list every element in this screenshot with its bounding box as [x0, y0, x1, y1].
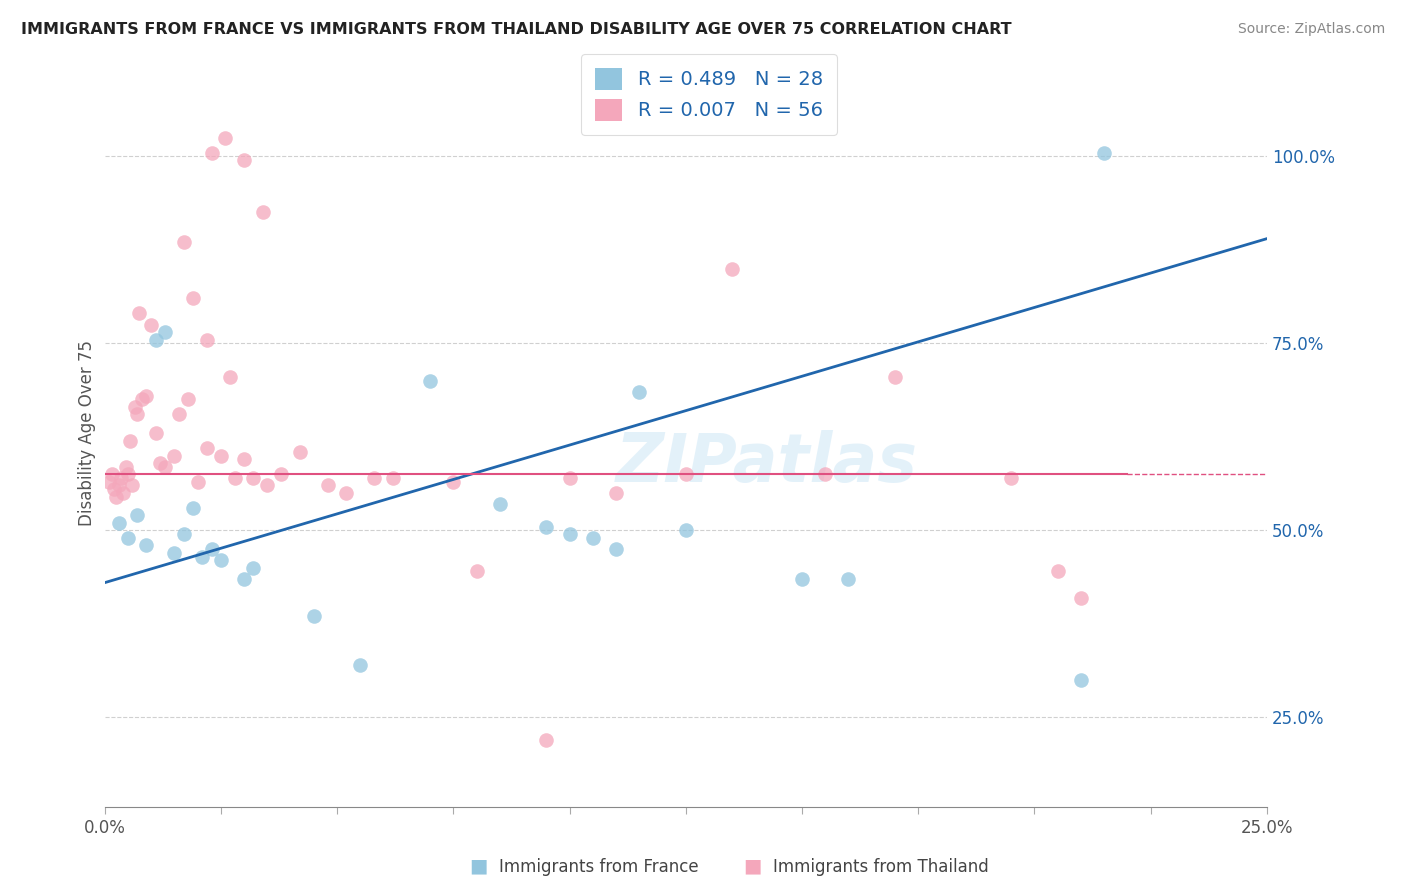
Point: [488, 497, 510, 511]
Text: Source: ZipAtlas.com: Source: ZipAtlas.com: [1237, 22, 1385, 37]
Point: [209, 553, 232, 567]
Point: [536, 732, 558, 747]
Point: [349, 657, 371, 672]
Point: [112, 486, 135, 500]
Point: [187, 475, 209, 489]
Point: [363, 471, 385, 485]
Point: [153, 459, 176, 474]
Point: [605, 486, 627, 500]
Point: [270, 467, 292, 482]
Point: [100, 467, 122, 482]
Point: [675, 524, 697, 538]
Point: [163, 546, 186, 560]
Point: [1046, 565, 1069, 579]
Point: [98, 475, 121, 489]
Point: [110, 471, 132, 485]
Point: [536, 519, 558, 533]
Point: [200, 145, 222, 160]
Point: [335, 486, 357, 500]
Point: [200, 542, 222, 557]
Point: [145, 426, 167, 441]
Point: [837, 572, 859, 586]
Point: [1092, 145, 1115, 160]
Point: [191, 549, 214, 564]
Point: [167, 408, 190, 422]
Point: [173, 527, 195, 541]
Point: [288, 445, 311, 459]
Point: [181, 500, 204, 515]
Point: [884, 370, 907, 384]
Text: ■: ■: [742, 857, 762, 876]
Point: [302, 609, 325, 624]
Point: [441, 475, 464, 489]
Y-axis label: Disability Age Over 75: Disability Age Over 75: [79, 340, 96, 526]
Point: [233, 572, 256, 586]
Point: [675, 467, 697, 482]
Point: [127, 508, 149, 523]
Point: [107, 516, 129, 530]
Point: [224, 471, 246, 485]
Point: [252, 205, 274, 219]
Point: [127, 408, 149, 422]
Point: [117, 467, 139, 482]
Point: [177, 392, 200, 407]
Point: [419, 374, 441, 388]
Point: [135, 538, 157, 552]
Point: [163, 449, 186, 463]
Point: [256, 478, 278, 492]
Point: [233, 153, 256, 168]
Point: [316, 478, 339, 492]
Point: [628, 384, 651, 399]
Point: [128, 306, 150, 320]
Point: [195, 441, 218, 455]
Point: [1070, 591, 1092, 605]
Point: [114, 459, 136, 474]
Point: [465, 565, 488, 579]
Point: [149, 456, 172, 470]
Point: [153, 325, 176, 339]
Point: [790, 572, 813, 586]
Point: [242, 471, 264, 485]
Point: [381, 471, 404, 485]
Point: [135, 389, 157, 403]
Point: [195, 333, 218, 347]
Point: [558, 527, 581, 541]
Point: [181, 292, 204, 306]
Point: [233, 452, 256, 467]
Point: [214, 130, 236, 145]
Point: [131, 392, 153, 407]
Point: [105, 490, 128, 504]
Point: [103, 482, 125, 496]
Point: [814, 467, 837, 482]
Point: [145, 333, 167, 347]
Text: Immigrants from France: Immigrants from France: [499, 858, 699, 876]
Text: ZIPatlas: ZIPatlas: [616, 430, 918, 496]
Point: [1000, 471, 1022, 485]
Point: [219, 370, 242, 384]
Point: [558, 471, 581, 485]
Point: [120, 434, 142, 448]
Point: [107, 478, 129, 492]
Text: IMMIGRANTS FROM FRANCE VS IMMIGRANTS FROM THAILAND DISABILITY AGE OVER 75 CORREL: IMMIGRANTS FROM FRANCE VS IMMIGRANTS FRO…: [21, 22, 1012, 37]
Point: [139, 318, 162, 332]
Point: [242, 560, 264, 574]
Point: [1070, 673, 1092, 687]
Point: [209, 449, 232, 463]
Point: [173, 235, 195, 250]
Point: [117, 531, 139, 545]
Text: ■: ■: [468, 857, 488, 876]
Point: [121, 478, 143, 492]
Point: [605, 542, 627, 557]
Legend: R = 0.489   N = 28, R = 0.007   N = 56: R = 0.489 N = 28, R = 0.007 N = 56: [582, 54, 837, 135]
Point: [124, 400, 146, 414]
Point: [721, 261, 744, 276]
Text: Immigrants from Thailand: Immigrants from Thailand: [773, 858, 988, 876]
Point: [582, 531, 605, 545]
